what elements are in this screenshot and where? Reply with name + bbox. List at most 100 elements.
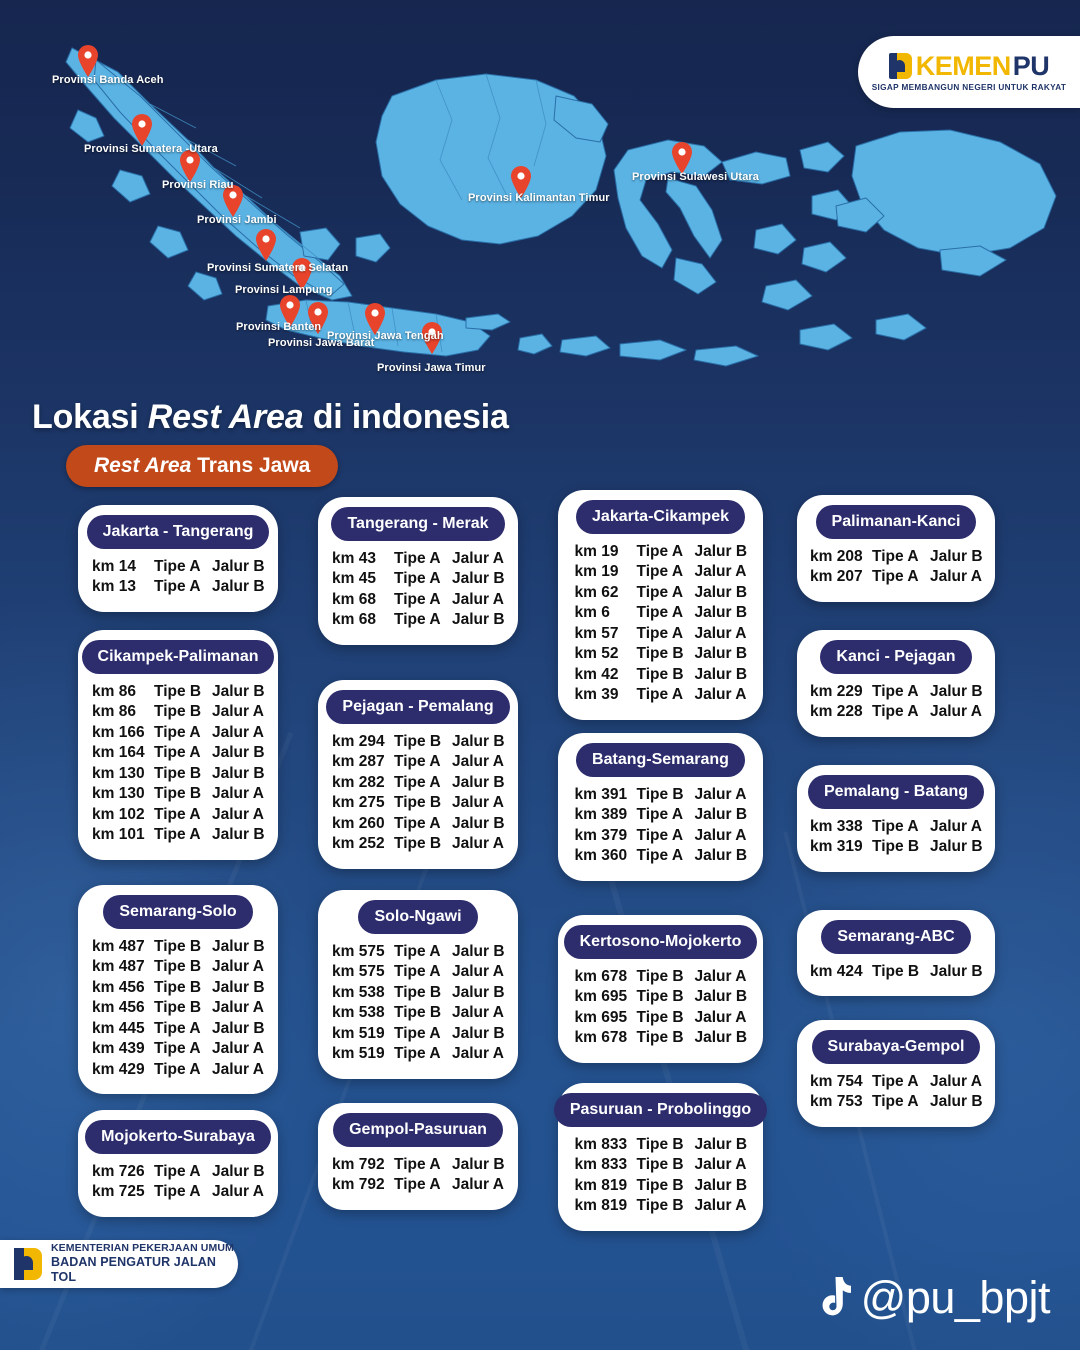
map-province-label: Provinsi Sumatera -Utara: [84, 143, 218, 155]
row-km: km 575: [332, 963, 385, 981]
card-title: Jakarta-Cikampek: [576, 500, 745, 534]
tiktok-handle[interactable]: @pu_bpjt: [811, 1272, 1051, 1324]
row-tipe: Tipe A: [394, 773, 441, 791]
row-jalur: Jalur A: [452, 753, 504, 771]
row-km: km 130: [92, 785, 145, 803]
rest-area-row: km 252 Tipe B Jalur A: [318, 834, 518, 854]
row-tipe: Tipe A: [394, 550, 441, 567]
bpjt-footer-logo: KEMENTERIAN PEKERJAAN UMUM BADAN PENGATU…: [0, 1240, 238, 1288]
row-jalur: Jalur B: [930, 683, 983, 700]
row-km: km 487: [92, 938, 145, 955]
row-km: km 389: [574, 806, 628, 824]
row-km: km 130: [92, 764, 145, 782]
rest-area-row: km 319 Tipe B Jalur B: [797, 837, 995, 857]
badge-rest: Trans Jawa: [191, 454, 311, 477]
rest-area-row: km 439 Tipe A Jalur A: [78, 1039, 278, 1059]
row-km: km 487: [92, 958, 145, 976]
row-tipe: Tipe B: [636, 1029, 684, 1047]
rest-area-row: km 13 Tipe A Jalur B: [78, 577, 278, 597]
row-km: km 164: [92, 744, 145, 762]
map-pin-layer: [78, 45, 692, 354]
row-tipe: Tipe B: [394, 794, 442, 812]
row-km: km 39: [574, 686, 619, 704]
row-tipe: Tipe A: [636, 686, 684, 704]
row-jalur: Jalur B: [452, 733, 505, 750]
row-km: km 792: [332, 1156, 385, 1173]
card-title: Gempol-Pasuruan: [333, 1113, 503, 1147]
row-km: km 519: [332, 1045, 385, 1063]
rest-area-row: km 389 Tipe A Jalur B: [558, 805, 763, 825]
row-tipe: Tipe A: [872, 818, 919, 835]
row-tipe: Tipe B: [154, 764, 202, 782]
row-tipe: Tipe B: [636, 988, 684, 1006]
card-row-list: km 726 Tipe A Jalur B km 725 Tipe A Jalur A: [78, 1154, 278, 1217]
section-badge: Rest Area Trans Jawa: [66, 445, 339, 487]
card-title: Semarang-ABC: [821, 920, 971, 954]
row-km: km 538: [332, 1004, 385, 1022]
row-km: km 6: [574, 604, 610, 622]
row-jalur: Jalur B: [694, 645, 748, 663]
page-title: Lokasi Rest Area di indonesia: [32, 398, 509, 437]
map-pin-icon: [132, 114, 152, 146]
row-jalur: Jalur A: [694, 786, 747, 803]
row-tipe: Tipe A: [636, 826, 684, 844]
row-tipe: Tipe A: [394, 590, 441, 608]
rest-area-row: km 229 Tipe A Jalur B: [797, 682, 995, 702]
row-jalur: Jalur A: [694, 686, 747, 704]
map-pin-icon: [308, 301, 328, 334]
logo-pu-text: PU: [1012, 50, 1050, 81]
row-km: km 260: [332, 814, 385, 832]
row-km: km 575: [332, 943, 385, 960]
row-tipe: Tipe A: [872, 703, 919, 721]
row-km: km 319: [810, 838, 863, 856]
row-tipe: Tipe A: [636, 604, 684, 622]
row-km: km 725: [92, 1183, 145, 1201]
row-jalur: Jalur A: [930, 818, 982, 835]
row-tipe: Tipe B: [636, 786, 684, 803]
card-title: Pejagan - Pemalang: [326, 690, 510, 724]
rest-area-row: km 391 Tipe B Jalur A: [558, 785, 763, 805]
row-km: km 424: [810, 963, 863, 980]
card-title: Semarang-Solo: [103, 895, 253, 929]
map-province-label: Provinsi Banten: [236, 321, 322, 333]
row-km: km 86: [92, 703, 136, 721]
rest-area-row: km 39 Tipe A Jalur A: [558, 685, 763, 705]
row-jalur: Jalur B: [694, 988, 748, 1006]
row-tipe: Tipe B: [636, 645, 684, 663]
rest-area-card: Pasuruan - Probolinggo km 833 Tipe B Jalur …: [553, 1083, 768, 1231]
row-tipe: Tipe A: [154, 805, 201, 823]
row-tipe: Tipe A: [872, 548, 919, 565]
rest-area-row: km 130 Tipe B Jalur A: [78, 784, 278, 804]
row-jalur: Jalur A: [452, 1045, 504, 1063]
row-tipe: Tipe A: [154, 1040, 201, 1058]
row-jalur: Jalur B: [452, 611, 505, 629]
row-km: km 819: [574, 1197, 628, 1215]
logo-kemen-text: KEMEN: [915, 50, 1012, 81]
row-tipe: Tipe A: [394, 814, 441, 832]
card-row-list: km 792 Tipe A Jalur B km 792 Tipe A Jalur A: [318, 1147, 518, 1210]
row-jalur: Jalur B: [212, 1163, 265, 1180]
rest-area-row: km 456 Tipe B Jalur B: [78, 978, 278, 998]
row-km: km 68: [332, 590, 376, 608]
row-km: km 819: [574, 1176, 628, 1194]
row-jalur: Jalur A: [452, 1176, 504, 1194]
row-jalur: Jalur B: [452, 773, 505, 791]
tiktok-icon: [822, 1277, 851, 1316]
row-tipe: Tipe B: [154, 683, 202, 700]
rest-area-row: km 429 Tipe A Jalur A: [78, 1060, 278, 1080]
row-jalur: Jalur B: [694, 665, 748, 683]
rest-area-card: Semarang-Solo km 487 Tipe B Jalur B km 487 Ti…: [78, 885, 278, 1095]
title-part2: di indonesia: [303, 398, 509, 436]
row-km: km 429: [92, 1060, 145, 1078]
map-province-label: Provinsi Lampung: [235, 284, 333, 296]
row-km: km 228: [810, 703, 863, 721]
card-title: Surabaya-Gempol: [811, 1030, 981, 1064]
row-tipe: Tipe A: [154, 1019, 201, 1037]
map-pin-icon: [280, 295, 300, 327]
row-tipe: Tipe A: [154, 1163, 201, 1180]
